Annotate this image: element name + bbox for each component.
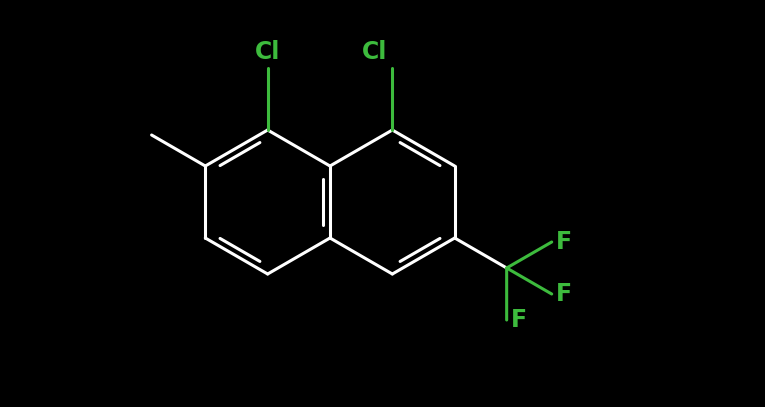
- Text: Cl: Cl: [362, 40, 387, 64]
- Text: F: F: [555, 282, 571, 306]
- Text: F: F: [511, 308, 527, 332]
- Text: F: F: [555, 230, 571, 254]
- Text: Cl: Cl: [255, 40, 280, 64]
